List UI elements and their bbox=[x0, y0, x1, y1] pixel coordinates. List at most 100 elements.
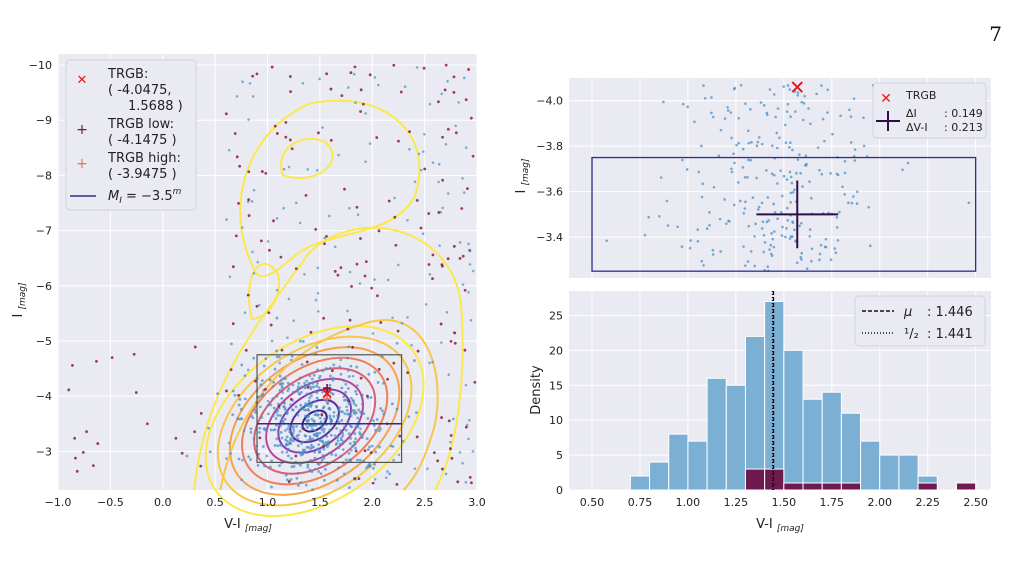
cmd-point-blue bbox=[341, 440, 345, 444]
cmd-point-blue bbox=[316, 291, 320, 295]
hist-y-tick-label: 0 bbox=[556, 484, 563, 497]
zoom-point bbox=[782, 174, 786, 178]
cmd-point-blue bbox=[317, 376, 321, 380]
cmd-point-blue bbox=[278, 388, 282, 392]
cmd-point-blue bbox=[280, 436, 284, 440]
hist-bar-blue bbox=[687, 440, 708, 491]
cmd-point-blue bbox=[300, 442, 304, 445]
zoom-point bbox=[733, 161, 736, 165]
zoom-point bbox=[726, 106, 729, 109]
zoom-point bbox=[808, 228, 812, 231]
zoom-point bbox=[829, 172, 832, 175]
cmd-point-blue bbox=[351, 374, 355, 378]
zoom-point bbox=[833, 247, 837, 250]
cmd-point-red bbox=[74, 456, 77, 460]
cmd-point-red bbox=[392, 361, 396, 365]
cmd-point-blue bbox=[299, 481, 303, 484]
cmd-point-blue bbox=[274, 417, 278, 420]
cmd-point-blue bbox=[322, 430, 326, 434]
cmd-point-red bbox=[346, 327, 350, 331]
zoom-point bbox=[711, 115, 715, 119]
cmd-point-blue bbox=[365, 466, 368, 470]
cmd-point-red bbox=[336, 273, 340, 277]
cmd-point-blue bbox=[253, 408, 257, 412]
cmd-point-red bbox=[224, 112, 228, 116]
cmd-point-blue bbox=[343, 398, 346, 402]
cmd-x-axis-label: V-I [mag] bbox=[224, 517, 272, 534]
cmd-point-blue bbox=[304, 408, 308, 412]
cmd-point-blue bbox=[282, 167, 286, 171]
zoom-point bbox=[766, 196, 770, 199]
cmd-point-blue bbox=[314, 413, 318, 417]
cmd-point-blue bbox=[280, 416, 284, 420]
hist-bar-red bbox=[840, 482, 862, 491]
cmd-point-blue bbox=[286, 454, 290, 458]
cmd-point-blue bbox=[390, 402, 394, 406]
cmd-trgb-low-marker bbox=[323, 384, 332, 393]
cmd-x-tick-label: 1.5 bbox=[311, 496, 329, 509]
cmd-point-blue bbox=[265, 454, 269, 458]
cmd-point-blue bbox=[313, 450, 317, 454]
cmd-point-blue bbox=[238, 397, 242, 401]
zoom-point bbox=[801, 118, 805, 122]
cmd-point-blue bbox=[373, 463, 377, 466]
legend-trgb-high-value: ( -3.9475 ) bbox=[108, 167, 177, 182]
cmd-point-blue bbox=[304, 414, 307, 418]
cmd-point-blue bbox=[428, 361, 431, 365]
hist-x-tick-label: 2.50 bbox=[963, 496, 988, 509]
cmd-point-blue bbox=[336, 417, 340, 421]
cmd-point-blue bbox=[330, 452, 334, 456]
cmd-point-red bbox=[343, 187, 346, 191]
cmd-point-blue bbox=[295, 424, 298, 428]
cmd-point-blue bbox=[308, 374, 312, 378]
cmd-point-blue bbox=[269, 465, 272, 469]
cmd-point-blue bbox=[342, 395, 346, 399]
cmd-point-blue bbox=[296, 390, 299, 393]
zoom-point bbox=[741, 147, 745, 151]
cmd-point-blue bbox=[318, 439, 322, 443]
cmd-point-blue bbox=[373, 370, 377, 374]
cmd-point-red bbox=[359, 88, 363, 92]
cmd-point-blue bbox=[440, 92, 444, 96]
cmd-point-red bbox=[237, 393, 240, 397]
cmd-point-red bbox=[361, 102, 365, 106]
cmd-point-red bbox=[423, 167, 427, 171]
cmd-point-blue bbox=[454, 124, 457, 128]
hist-bar-blue bbox=[879, 454, 900, 491]
cmd-point-red bbox=[422, 66, 426, 70]
cmd-point-red bbox=[294, 454, 298, 458]
cmd-point-red bbox=[325, 234, 328, 238]
cmd-point-red bbox=[231, 265, 235, 269]
cmd-point-red bbox=[199, 411, 203, 415]
zoom-point bbox=[700, 144, 703, 148]
cmd-point-red bbox=[246, 293, 250, 297]
cmd-point-blue bbox=[304, 483, 308, 487]
cmd-point-blue bbox=[317, 310, 320, 313]
cmd-point-blue bbox=[287, 387, 291, 390]
zoom-point bbox=[855, 202, 859, 205]
cmd-point-blue bbox=[352, 72, 356, 76]
hist-bar-blue bbox=[764, 300, 785, 491]
zoom-point bbox=[794, 239, 797, 243]
cmd-point-blue bbox=[368, 445, 371, 449]
cmd-point-blue bbox=[320, 425, 324, 429]
cmd-point-blue bbox=[327, 451, 331, 455]
cmd-point-blue bbox=[285, 412, 289, 416]
cmd-point-blue bbox=[287, 297, 291, 301]
hist-x-tick-label: 1.50 bbox=[772, 496, 797, 509]
cmd-point-blue bbox=[258, 431, 261, 434]
cmd-point-blue bbox=[352, 440, 356, 444]
zoom-point bbox=[754, 222, 757, 226]
cmd-point-red bbox=[452, 91, 456, 94]
cmd-point-blue bbox=[280, 385, 284, 388]
cmd-point-blue bbox=[440, 341, 443, 344]
cmd-point-blue bbox=[288, 430, 292, 434]
cmd-point-blue bbox=[315, 168, 319, 172]
zoom-point bbox=[755, 144, 759, 148]
cmd-point-blue bbox=[227, 441, 231, 445]
cmd-point-blue bbox=[340, 419, 344, 422]
cmd-point-blue bbox=[295, 476, 299, 480]
cmd-point-blue bbox=[328, 414, 332, 418]
cmd-point-red bbox=[375, 136, 379, 139]
cmd-point-blue bbox=[252, 272, 256, 275]
